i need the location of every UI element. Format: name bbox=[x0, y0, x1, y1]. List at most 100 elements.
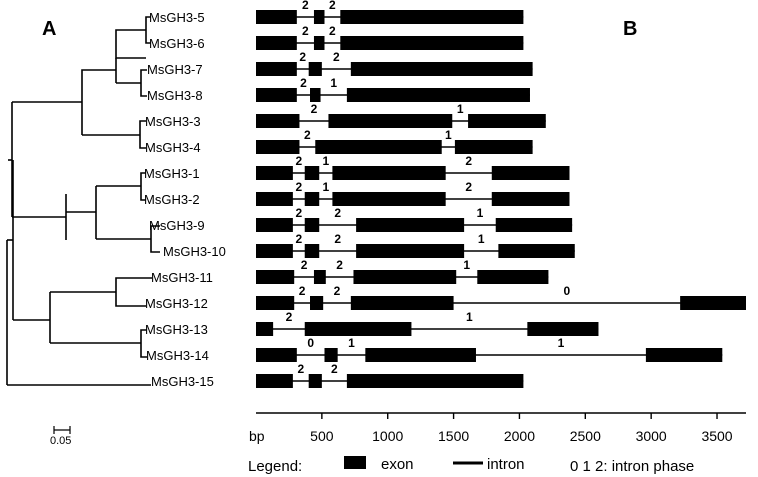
exon-block bbox=[256, 114, 300, 128]
phylogenetic-tree bbox=[6, 16, 160, 386]
intron-phase-label: 2 bbox=[334, 232, 341, 246]
intron-phase-label: 2 bbox=[465, 180, 472, 194]
exon-block bbox=[304, 192, 320, 206]
exon-block bbox=[304, 166, 320, 180]
exon-block bbox=[328, 114, 453, 128]
exon-block bbox=[353, 270, 457, 284]
gene-label: MsGH3-8 bbox=[147, 88, 203, 103]
exon-block bbox=[477, 270, 549, 284]
exon-block bbox=[527, 322, 599, 336]
exon-block bbox=[645, 348, 723, 362]
exon-block bbox=[308, 62, 322, 76]
axis-tick-label: 500 bbox=[310, 428, 334, 444]
gene-label: MsGH3-4 bbox=[145, 140, 201, 155]
intron-phase-label: 2 bbox=[295, 232, 302, 246]
gene-label: MsGH3-5 bbox=[149, 10, 205, 25]
exon-block bbox=[256, 10, 297, 24]
panel-label-b: B bbox=[623, 18, 637, 40]
exon-block bbox=[350, 62, 533, 76]
gene-row: MsGH3-1 2 1 2 bbox=[144, 154, 570, 181]
gene-label: MsGH3-6 bbox=[149, 36, 205, 51]
intron-phase-label: 1 bbox=[478, 232, 485, 246]
gene-row: MsGH3-7 2 2 bbox=[147, 50, 533, 77]
exon-block bbox=[256, 348, 297, 362]
intron-phase-label: 1 bbox=[457, 102, 464, 116]
gene-row: MsGH3-9 2 2 1 bbox=[149, 206, 573, 233]
gene-row: MsGH3-15 2 2 bbox=[151, 362, 524, 389]
gene-label: MsGH3-15 bbox=[151, 374, 214, 389]
exon-block bbox=[332, 166, 446, 180]
exon-block bbox=[304, 244, 320, 258]
exon-block bbox=[256, 36, 297, 50]
axis-label: bp bbox=[249, 428, 265, 444]
gene-label: MsGH3-2 bbox=[144, 192, 200, 207]
exon-block bbox=[256, 166, 293, 180]
legend-exon-swatch bbox=[344, 456, 366, 469]
gene-row: MsGH3-5 2 2 bbox=[149, 0, 524, 25]
gene-row: MsGH3-14 0 1 1 bbox=[146, 336, 723, 363]
exon-block bbox=[256, 192, 293, 206]
gene-row: MsGH3-10 2 2 1 bbox=[163, 232, 575, 259]
intron-phase-label: 0 bbox=[564, 284, 571, 298]
intron-phase-label: 1 bbox=[477, 206, 484, 220]
scale-bar: 0.05 bbox=[50, 426, 71, 447]
intron-phase-label: 1 bbox=[558, 336, 565, 350]
intron-phase-label: 2 bbox=[297, 362, 304, 376]
axis-tick-label: 2000 bbox=[504, 428, 535, 444]
exon-block bbox=[498, 244, 575, 258]
legend-intron-label: intron bbox=[487, 456, 525, 473]
gene-label: MsGH3-9 bbox=[149, 218, 205, 233]
intron-phase-label: 2 bbox=[333, 50, 340, 64]
intron-phase-label: 2 bbox=[300, 76, 307, 90]
panel-label-a: A bbox=[42, 18, 56, 40]
exon-block bbox=[346, 88, 530, 102]
exon-block bbox=[256, 322, 274, 336]
exon-block bbox=[256, 296, 295, 310]
exon-block bbox=[256, 218, 293, 232]
intron-phase-label: 1 bbox=[348, 336, 355, 350]
exon-block bbox=[680, 296, 746, 310]
exon-block bbox=[315, 140, 442, 154]
intron-phase-label: 0 bbox=[307, 336, 314, 350]
intron-phase-label: 1 bbox=[445, 128, 452, 142]
gene-row: MsGH3-13 2 1 bbox=[145, 310, 599, 337]
intron-phase-label: 2 bbox=[311, 102, 318, 116]
intron-phase-label: 2 bbox=[286, 310, 293, 324]
intron-phase-label: 2 bbox=[331, 362, 338, 376]
legend: Legend: exon intron 0 1 2: intron phase bbox=[248, 456, 694, 475]
intron-phase-label: 2 bbox=[295, 206, 302, 220]
exon-block bbox=[256, 270, 295, 284]
exon-block bbox=[340, 10, 524, 24]
gene-label: MsGH3-7 bbox=[147, 62, 203, 77]
intron-phase-label: 2 bbox=[329, 0, 336, 12]
intron-phase-label: 2 bbox=[334, 206, 341, 220]
intron-phase-label: 1 bbox=[463, 258, 470, 272]
gene-row: MsGH3-4 2 1 bbox=[145, 128, 533, 155]
gene-label: MsGH3-11 bbox=[151, 270, 213, 285]
gene-label: MsGH3-3 bbox=[145, 114, 201, 129]
gene-label: MsGH3-12 bbox=[145, 296, 208, 311]
exon-block bbox=[350, 296, 454, 310]
intron-phase-label: 2 bbox=[334, 284, 341, 298]
gene-label: MsGH3-13 bbox=[145, 322, 208, 337]
exon-block bbox=[313, 36, 325, 50]
exon-block bbox=[256, 140, 300, 154]
exon-block bbox=[346, 374, 524, 388]
axis-tick-label: 1000 bbox=[372, 428, 403, 444]
exon-block bbox=[256, 62, 297, 76]
axis-tick-label: 2500 bbox=[570, 428, 601, 444]
exon-block bbox=[324, 348, 338, 362]
intron-phase-label: 1 bbox=[330, 76, 337, 90]
intron-phase-label: 2 bbox=[329, 24, 336, 38]
intron-phase-label: 2 bbox=[336, 258, 343, 272]
exon-block bbox=[313, 270, 326, 284]
intron-phase-label: 2 bbox=[465, 154, 472, 168]
exon-block bbox=[310, 88, 321, 102]
exon-block bbox=[495, 218, 573, 232]
exon-block bbox=[256, 374, 293, 388]
intron-phase-label: 2 bbox=[295, 154, 302, 168]
legend-phase-label: 0 1 2: intron phase bbox=[570, 458, 694, 475]
exon-block bbox=[310, 296, 324, 310]
exon-block bbox=[491, 166, 570, 180]
